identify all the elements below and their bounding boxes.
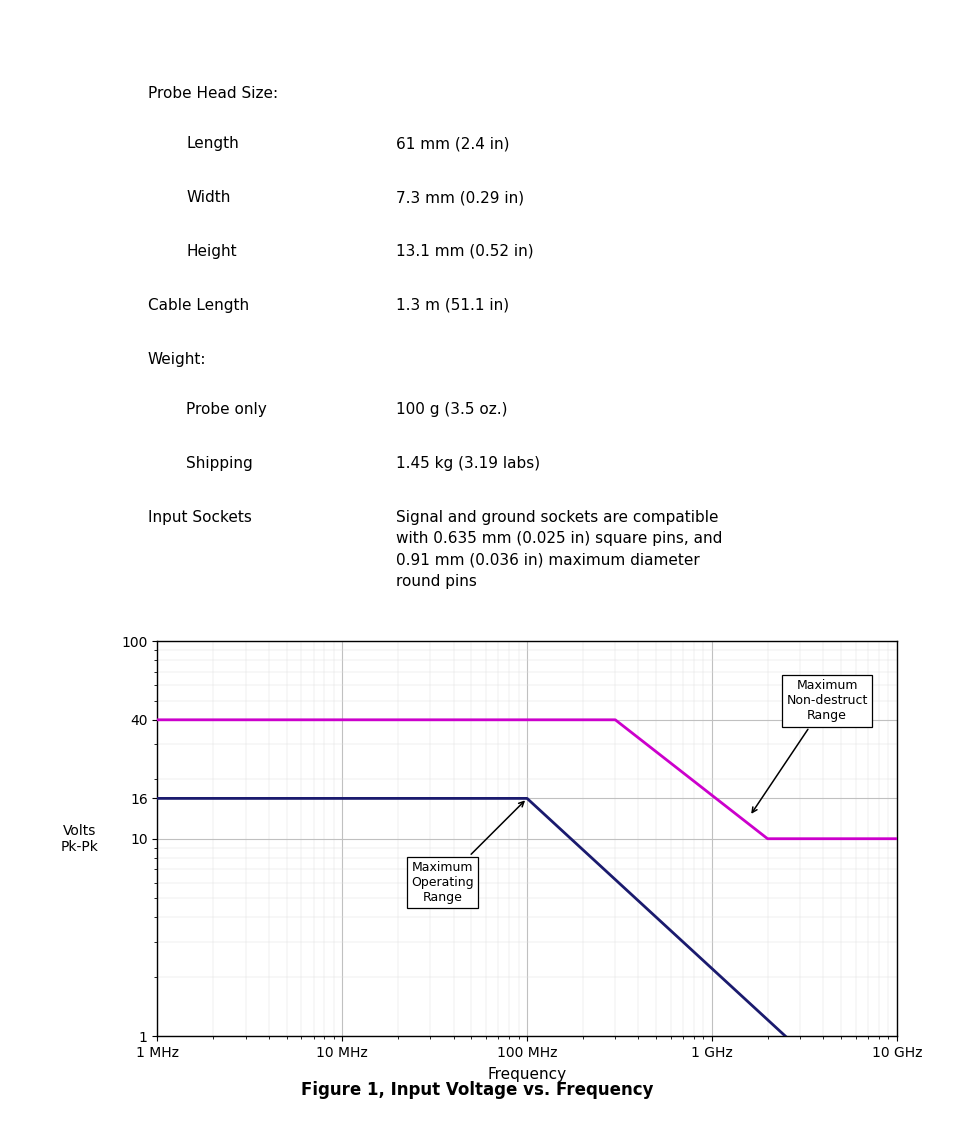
Text: Signal and ground sockets are compatible
with 0.635 mm (0.025 in) square pins, a: Signal and ground sockets are compatible… [395,510,721,590]
Text: 1.3 m (51.1 in): 1.3 m (51.1 in) [395,298,509,313]
Text: Maximum
Operating
Range: Maximum Operating Range [411,802,523,905]
Text: 100 g (3.5 oz.): 100 g (3.5 oz.) [395,402,507,417]
Text: 61 mm (2.4 in): 61 mm (2.4 in) [395,136,509,151]
Text: Width: Width [186,190,231,205]
Text: 1.45 kg (3.19 labs): 1.45 kg (3.19 labs) [395,456,539,471]
Text: Maximum
Non-destruct
Range: Maximum Non-destruct Range [751,679,867,813]
Text: Shipping: Shipping [186,456,253,471]
Text: Cable Length: Cable Length [148,298,249,313]
X-axis label: Frequency: Frequency [487,1067,566,1082]
Text: Weight:: Weight: [148,352,206,366]
Text: Volts
Pk-Pk: Volts Pk-Pk [61,823,98,854]
Text: Length: Length [186,136,238,151]
Text: 13.1 mm (0.52 in): 13.1 mm (0.52 in) [395,244,533,259]
Text: Figure 1, Input Voltage vs. Frequency: Figure 1, Input Voltage vs. Frequency [300,1081,653,1099]
Text: Probe Head Size:: Probe Head Size: [148,86,277,101]
Text: Input Sockets: Input Sockets [148,510,252,524]
Text: Height: Height [186,244,236,259]
Text: Probe only: Probe only [186,402,267,417]
Text: 7.3 mm (0.29 in): 7.3 mm (0.29 in) [395,190,523,205]
